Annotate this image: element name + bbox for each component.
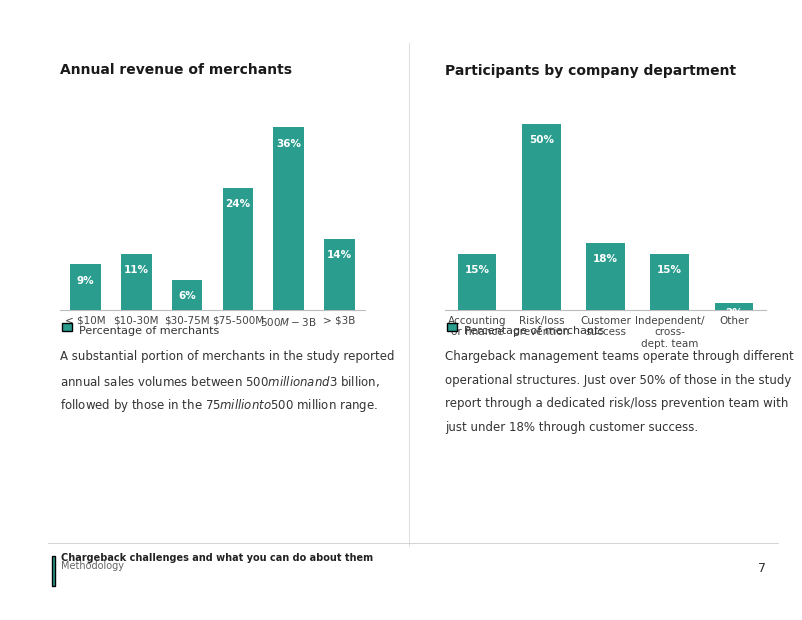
Bar	[715, 303, 753, 310]
Text: followed by those in the $75 million to $500 million range.: followed by those in the $75 million to …	[60, 397, 378, 414]
Text: 15%: 15%	[464, 265, 490, 275]
Text: Percentage of merchants: Percentage of merchants	[79, 326, 219, 335]
Text: A substantial portion of merchants in the study reported: A substantial portion of merchants in th…	[60, 350, 395, 363]
Bar	[172, 280, 202, 310]
Text: just under 18% through customer success.: just under 18% through customer success.	[445, 421, 699, 434]
Text: operational structures. Just over 50% of those in the study: operational structures. Just over 50% of…	[445, 374, 792, 387]
Text: report through a dedicated risk/loss prevention team with: report through a dedicated risk/loss pre…	[445, 397, 788, 410]
Text: Chargeback challenges and what you can do about them: Chargeback challenges and what you can d…	[61, 553, 373, 563]
Text: 14%: 14%	[327, 250, 352, 260]
Text: 9%: 9%	[77, 275, 95, 285]
Bar	[522, 124, 561, 310]
Text: annual sales volumes between $500 million and $3 billion,: annual sales volumes between $500 millio…	[60, 374, 380, 389]
Text: 7: 7	[758, 562, 766, 575]
Text: 18%: 18%	[593, 254, 618, 264]
Text: 36%: 36%	[276, 138, 302, 149]
Text: Methodology: Methodology	[61, 561, 124, 571]
Text: 15%: 15%	[657, 265, 683, 275]
Bar	[273, 127, 304, 310]
Bar	[458, 254, 496, 310]
Text: Chargeback management teams operate through different: Chargeback management teams operate thro…	[445, 350, 794, 363]
Text: Percentage of merchants: Percentage of merchants	[464, 326, 604, 335]
Text: 50%: 50%	[529, 135, 554, 145]
Text: 6%: 6%	[178, 291, 196, 301]
Bar	[121, 254, 152, 310]
Text: Annual revenue of merchants: Annual revenue of merchants	[60, 63, 292, 78]
Bar	[71, 264, 101, 310]
Bar	[223, 188, 253, 310]
Bar	[586, 243, 625, 310]
Text: 2%: 2%	[725, 308, 743, 318]
Bar	[650, 254, 689, 310]
Text: 24%: 24%	[225, 200, 250, 210]
Text: 11%: 11%	[124, 265, 149, 275]
Bar	[324, 239, 354, 310]
Text: Participants by company department: Participants by company department	[445, 63, 736, 78]
